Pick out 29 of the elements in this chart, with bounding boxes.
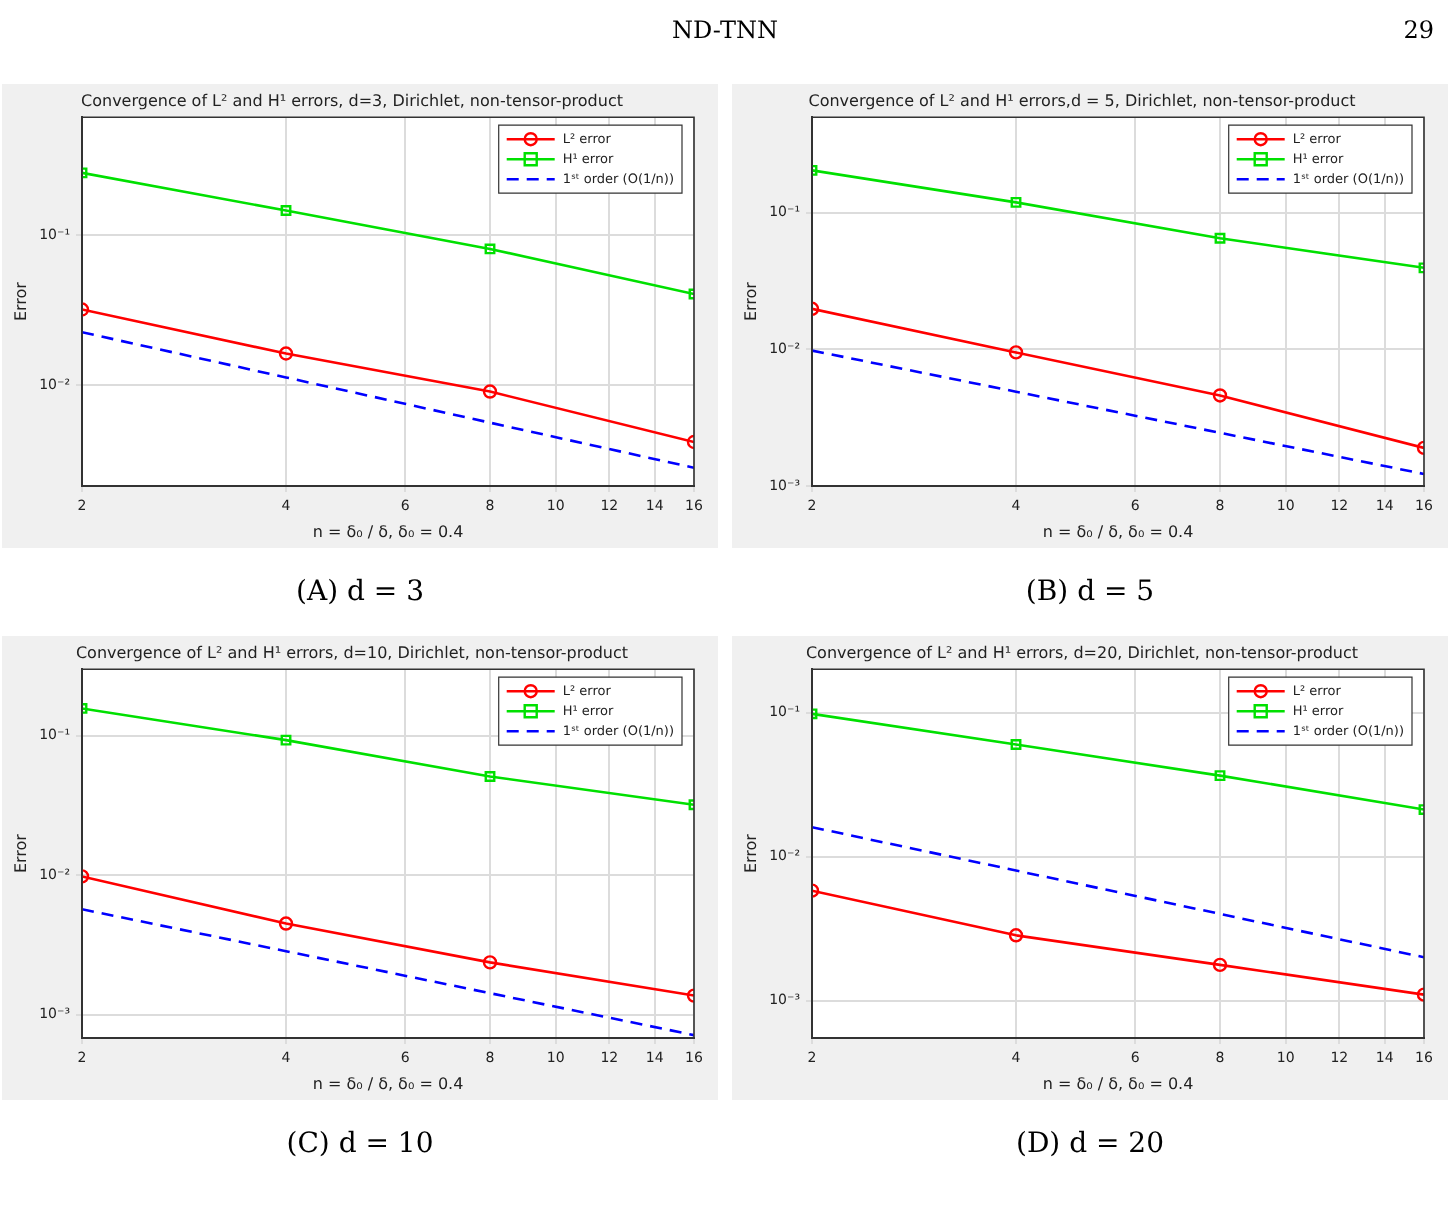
point xyxy=(484,243,496,255)
line-series xyxy=(812,349,1424,476)
point xyxy=(280,205,292,216)
chart-title: Convergence of L² and H¹ errors, d=10, Dirichlet, non-tensor-product xyxy=(75,643,629,662)
chart-title: Convergence of L² and H¹ errors, d=3, Dirichlet, non-tensor-product xyxy=(81,91,623,110)
point xyxy=(1010,196,1022,208)
text: (C) d = 10 xyxy=(284,1128,436,1160)
point xyxy=(484,771,496,782)
point xyxy=(1010,739,1022,750)
text: (D) d = 20 xyxy=(1013,1128,1166,1160)
text: ND-TNN xyxy=(672,16,778,44)
text: (A) d = 3 xyxy=(294,576,426,608)
x-axis-title: n = δ₀ / δ, δ₀ = 0.4 xyxy=(312,522,464,541)
y-axis-title: Error xyxy=(741,280,760,322)
x-axis-title: n = δ₀ / δ, δ₀ = 0.4 xyxy=(1042,522,1194,541)
y-axis-title: Error xyxy=(741,832,760,874)
chart-title: Convergence of L² and H¹ errors,d = 5, Dirichlet, non-tensor-product xyxy=(808,91,1356,110)
y-axis-title: Error xyxy=(11,280,30,322)
point xyxy=(1214,232,1226,244)
point xyxy=(280,734,292,746)
line-series xyxy=(812,825,1424,959)
text: (B) d = 5 xyxy=(1023,576,1157,608)
chart-title: Convergence of L² and H¹ errors, d=20, Dirichlet, non-tensor-product xyxy=(805,643,1359,662)
x-axis-title: n = δ₀ / δ, δ₀ = 0.4 xyxy=(1042,1074,1194,1093)
x-axis-title: n = δ₀ / δ, δ₀ = 0.4 xyxy=(312,1074,464,1093)
line-series xyxy=(82,330,694,470)
y-axis-title: Error xyxy=(11,832,30,874)
text: 29 xyxy=(1403,16,1434,44)
point xyxy=(1214,770,1226,782)
